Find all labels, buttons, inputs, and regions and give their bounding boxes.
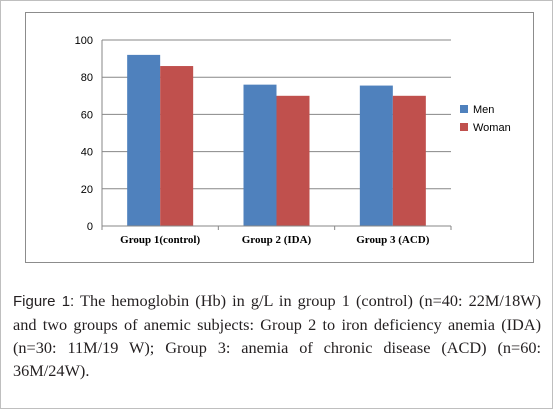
legend-swatch-woman — [460, 123, 468, 131]
x-tick-label: Group 2 (IDA) — [242, 234, 312, 246]
legend-swatch-men — [460, 105, 468, 113]
legend: Men Woman — [460, 104, 511, 134]
y-tick-label: 60 — [81, 109, 93, 121]
y-tick-label: 20 — [81, 184, 93, 196]
bar-woman — [392, 95, 426, 226]
y-tick-label: 0 — [87, 221, 93, 233]
caption-text: The hemoglobin (Hb) in g/L in group 1 (c… — [13, 291, 542, 380]
legend-label-woman: Woman — [473, 122, 511, 134]
caption-label: Figure 1: — [13, 293, 75, 310]
chart-frame: 0 20 40 60 80 100 Group 1(control) Group 2 (IDA… — [25, 12, 534, 263]
bar-men — [359, 85, 393, 226]
y-tick-label: 40 — [81, 147, 93, 159]
bar-chart: 0 20 40 60 80 100 Group 1(control) Group 2 (IDA… — [75, 35, 511, 246]
bar-men — [127, 54, 161, 226]
bar-woman — [160, 66, 194, 226]
figure-caption: Figure 1: The hemoglobin (Hb) in g/L in … — [13, 289, 541, 382]
axis-layer: 0 20 40 60 80 100 Group 1(control) Group 2 (IDA… — [75, 35, 452, 246]
bar-men — [243, 84, 277, 226]
legend-label-men: Men — [473, 104, 494, 116]
bar-layer — [127, 54, 426, 226]
x-tick-label: Group 3 (ACD) — [356, 234, 429, 246]
bar-woman — [276, 95, 310, 226]
x-tick-label: Group 1(control) — [120, 234, 200, 246]
y-tick-label: 80 — [81, 72, 93, 84]
y-tick-label: 100 — [75, 35, 93, 47]
